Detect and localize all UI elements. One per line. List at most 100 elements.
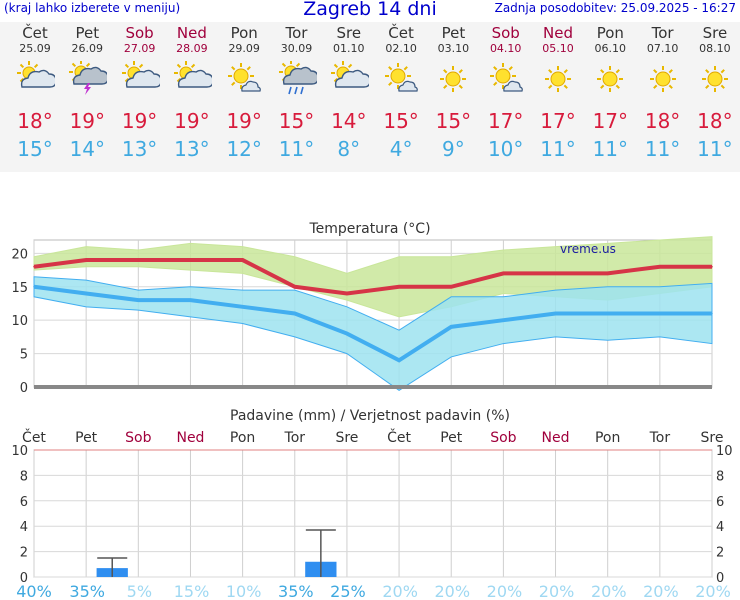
max-temp-point (137, 259, 140, 261)
precip-probability: 20% (382, 582, 418, 600)
day-name: Tor (285, 24, 308, 42)
precip-probability: 20% (539, 582, 575, 600)
min-temp-point (659, 312, 661, 315)
min-temp-point (398, 359, 400, 362)
precip-probability: 10% (226, 582, 262, 600)
day-date: 26.09 (71, 42, 104, 55)
day-date: 01.10 (333, 42, 365, 55)
partly-cloudy-icon (172, 61, 214, 97)
plot-area (33, 449, 713, 578)
max-temp-point (450, 285, 453, 288)
day-date: 04.10 (489, 42, 522, 55)
max-temp-point (189, 259, 192, 261)
day-column: Čet 02.10 15° 4° (375, 24, 427, 161)
mostly-sunny-icon (486, 61, 526, 97)
day-name: Sre (702, 24, 728, 42)
min-temp: 13° (174, 137, 210, 161)
min-temp: 11° (278, 137, 315, 161)
max-temp: 19° (121, 109, 158, 133)
y-tick-label: 5 (20, 348, 28, 363)
x-tick-label: Čet (22, 428, 46, 446)
max-temp: 15° (278, 109, 315, 133)
max-temp-point (293, 285, 296, 288)
x-tick-label: Sob (490, 430, 516, 446)
location-hint[interactable]: (kraj lahko izberete v meniju) (4, 1, 181, 15)
day-name: Sre (336, 24, 362, 42)
day-date: 29.09 (228, 42, 260, 55)
day-date: 05.10 (542, 42, 574, 55)
min-temp: 15° (17, 137, 53, 161)
day-column: Pon 06.10 17° 11° (584, 24, 636, 161)
day-date: 03.10 (437, 42, 470, 55)
precip-probability: 20% (695, 582, 731, 600)
y-tick-label: 10 (11, 314, 28, 329)
day-name: Pon (596, 24, 624, 42)
day-date: 28.09 (176, 42, 208, 55)
partly-cloudy-icon (120, 61, 162, 97)
page-title: Zagreb 14 dni (303, 0, 437, 20)
page-header: (kraj lahko izberete v meniju) Zagreb 14… (0, 0, 740, 20)
mostly-sunny-icon (224, 61, 264, 97)
rain-shower-icon (277, 60, 319, 97)
min-temp: 11° (540, 137, 576, 161)
day-column: Sre 01.10 14° 8° (323, 24, 375, 161)
x-tick-label: Pon (595, 430, 620, 446)
day-name: Čet (22, 24, 48, 42)
day-name: Sob (125, 24, 154, 42)
day-column: Čet 25.09 18° 15° (9, 24, 61, 161)
x-tick-label: Pon (230, 430, 255, 446)
min-temp-line (33, 284, 712, 363)
min-temp: 11° (644, 137, 681, 161)
mostly-sunny-icon (381, 61, 421, 97)
precip-probability: 20% (487, 582, 523, 600)
day-column: Sob 04.10 17° 10° (480, 24, 532, 161)
day-column: Sob 27.09 19° 13° (114, 24, 166, 161)
max-temp: 18° (644, 109, 681, 133)
max-temp: 15° (435, 109, 472, 133)
day-column: Pet 26.09 19° 14° (61, 24, 113, 161)
max-temp-point (711, 265, 713, 268)
min-temp-point (502, 319, 505, 321)
min-temp: 11° (697, 137, 733, 161)
min-temp-point (137, 299, 140, 301)
min-temp: 4° (389, 137, 413, 161)
sunny-icon (538, 61, 578, 97)
max-temp: 19° (226, 109, 262, 133)
precip-probability: 40% (16, 582, 52, 600)
day-column: Sre 08.10 18° 11° (689, 24, 740, 161)
min_band-area (33, 276, 713, 391)
max-temp-line (33, 258, 712, 296)
day-date: 25.09 (19, 42, 51, 55)
sunny-icon (433, 61, 473, 97)
partly-cloudy-icon (329, 61, 371, 97)
min-temp-point (241, 306, 244, 308)
day-column: Pet 03.10 15° 9° (427, 24, 479, 161)
day-name: Pon (230, 24, 258, 42)
min-temp: 8° (337, 137, 361, 161)
max-temp: 17° (487, 109, 524, 133)
y-tick-label-left: 2 (20, 546, 28, 561)
day-name: Ned (543, 24, 573, 42)
x-tick-label: Ned (176, 430, 204, 446)
min-temp: 11° (592, 137, 629, 161)
y-tick-label: 20 (11, 247, 28, 262)
precip-probability: 35% (278, 582, 314, 600)
day-date: 30.09 (280, 42, 313, 55)
y-tick-label-right: 0 (716, 571, 724, 586)
day-date: 02.10 (385, 42, 417, 55)
day-column: Pon 29.09 19° 12° (218, 24, 270, 161)
y-tick-label-right: 4 (716, 520, 724, 535)
forecast-strip (0, 22, 740, 172)
max-temp: 15° (383, 109, 419, 133)
day-name: Ned (176, 24, 207, 42)
day-name: Pet (441, 24, 466, 42)
min-temp-point (293, 312, 296, 315)
precipitation-chart: Padavine (mm) / Verjetnost padavin (%) Če… (11, 408, 732, 600)
day-column: Tor 07.10 18° 11° (637, 24, 689, 161)
temperature-chart: 0 5 10 15 20 Temperatura (°C) vreme.us (11, 221, 713, 395)
max-temp-point (85, 259, 87, 261)
x-tick-label: Čet (387, 428, 411, 446)
sunny-icon (643, 61, 683, 97)
max-temp-point (502, 272, 505, 275)
day-name: Čet (388, 24, 414, 42)
